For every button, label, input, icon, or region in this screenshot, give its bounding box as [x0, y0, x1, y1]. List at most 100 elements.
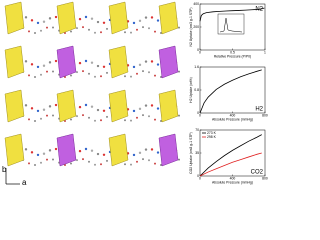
atom — [124, 119, 126, 122]
polyhedron — [4, 133, 25, 167]
atom — [76, 71, 78, 74]
atom — [30, 151, 34, 154]
atom — [52, 114, 54, 117]
atom — [34, 119, 36, 122]
y-tick-label: 35 — [195, 151, 199, 155]
atom — [138, 151, 142, 155]
polyhedron — [108, 1, 129, 35]
atom — [130, 75, 132, 78]
atom — [154, 30, 156, 33]
atom — [78, 61, 82, 65]
atom — [130, 163, 132, 166]
atom — [42, 152, 46, 155]
x-axis-label: Absolute Pressure (mmHg) — [212, 180, 253, 184]
polyhedron — [56, 133, 77, 167]
y-axis-label: CO2 Uptake (cm3 g-1 STP) — [189, 132, 193, 174]
atom — [46, 26, 48, 29]
atom — [84, 15, 88, 19]
atom — [96, 108, 100, 112]
atom — [156, 151, 160, 154]
x-tick-label: 400 — [230, 113, 236, 117]
polyhedron — [158, 133, 179, 167]
atom — [138, 107, 142, 111]
y-tick-label: 0 — [197, 111, 199, 115]
atom — [48, 105, 52, 108]
atom — [154, 118, 156, 121]
atom — [132, 153, 136, 157]
atom — [28, 118, 30, 121]
atom — [130, 119, 132, 122]
atom — [144, 16, 148, 19]
atom — [94, 75, 96, 78]
atom — [36, 109, 40, 113]
atom — [160, 119, 162, 122]
atom — [178, 26, 180, 29]
inset-curve — [219, 17, 243, 33]
atom — [34, 163, 36, 166]
atom — [48, 149, 52, 152]
atom — [106, 71, 108, 74]
atom — [100, 119, 102, 122]
x-tick-label: 0 — [199, 113, 201, 117]
atom — [102, 109, 106, 112]
polyhedron — [56, 89, 77, 123]
atom — [54, 15, 58, 19]
atom — [148, 115, 150, 118]
atom — [54, 103, 58, 107]
atom — [40, 29, 42, 32]
atom — [156, 63, 160, 66]
atom — [136, 116, 138, 119]
polyhedron — [4, 89, 25, 123]
atom — [52, 26, 54, 29]
atom — [144, 104, 148, 107]
atom — [142, 26, 144, 29]
data-line — [199, 152, 262, 177]
atom — [154, 162, 156, 165]
y-tick-label: 0.8 — [194, 88, 199, 92]
axis-label: a — [22, 178, 27, 187]
atom — [84, 59, 88, 63]
atom — [102, 153, 106, 156]
x-tick-label: 0 — [199, 50, 201, 54]
atom — [70, 162, 72, 165]
atom — [48, 61, 52, 64]
y-axis-label: H2 Uptake (wt%) — [189, 77, 193, 103]
polyhedron — [158, 45, 179, 79]
annotation: CO2 — [251, 170, 264, 176]
atom — [52, 70, 54, 73]
atom — [70, 30, 72, 33]
y-axis-label: N2 Uptake (cm3 g-1 STP) — [189, 7, 193, 46]
x-tick-label: 0 — [199, 176, 201, 180]
atom — [28, 74, 30, 77]
atom — [144, 60, 148, 63]
atom — [24, 148, 28, 151]
atom — [84, 103, 88, 107]
atom — [78, 105, 82, 109]
polyhedron — [108, 133, 129, 167]
atom — [106, 159, 108, 162]
atom — [42, 20, 46, 23]
polyhedron — [4, 1, 25, 35]
data-line — [199, 134, 262, 177]
annotation: H2 — [255, 107, 263, 113]
y-tick-label: 0 — [197, 48, 199, 52]
atom — [150, 148, 154, 151]
x-tick-label: 1 — [264, 50, 266, 54]
atom — [70, 118, 72, 121]
atom — [82, 70, 84, 73]
data-line — [199, 69, 262, 114]
atom — [136, 160, 138, 163]
atom — [46, 114, 48, 117]
atom — [94, 163, 96, 166]
atom — [30, 63, 34, 66]
atom — [84, 147, 88, 151]
atom — [124, 31, 126, 34]
atom — [148, 159, 150, 162]
atom — [36, 153, 40, 157]
atom — [100, 31, 102, 34]
atom — [46, 158, 48, 161]
atom — [88, 72, 90, 75]
atom — [150, 16, 154, 19]
axis-label: b — [2, 165, 7, 174]
atom — [96, 152, 100, 156]
